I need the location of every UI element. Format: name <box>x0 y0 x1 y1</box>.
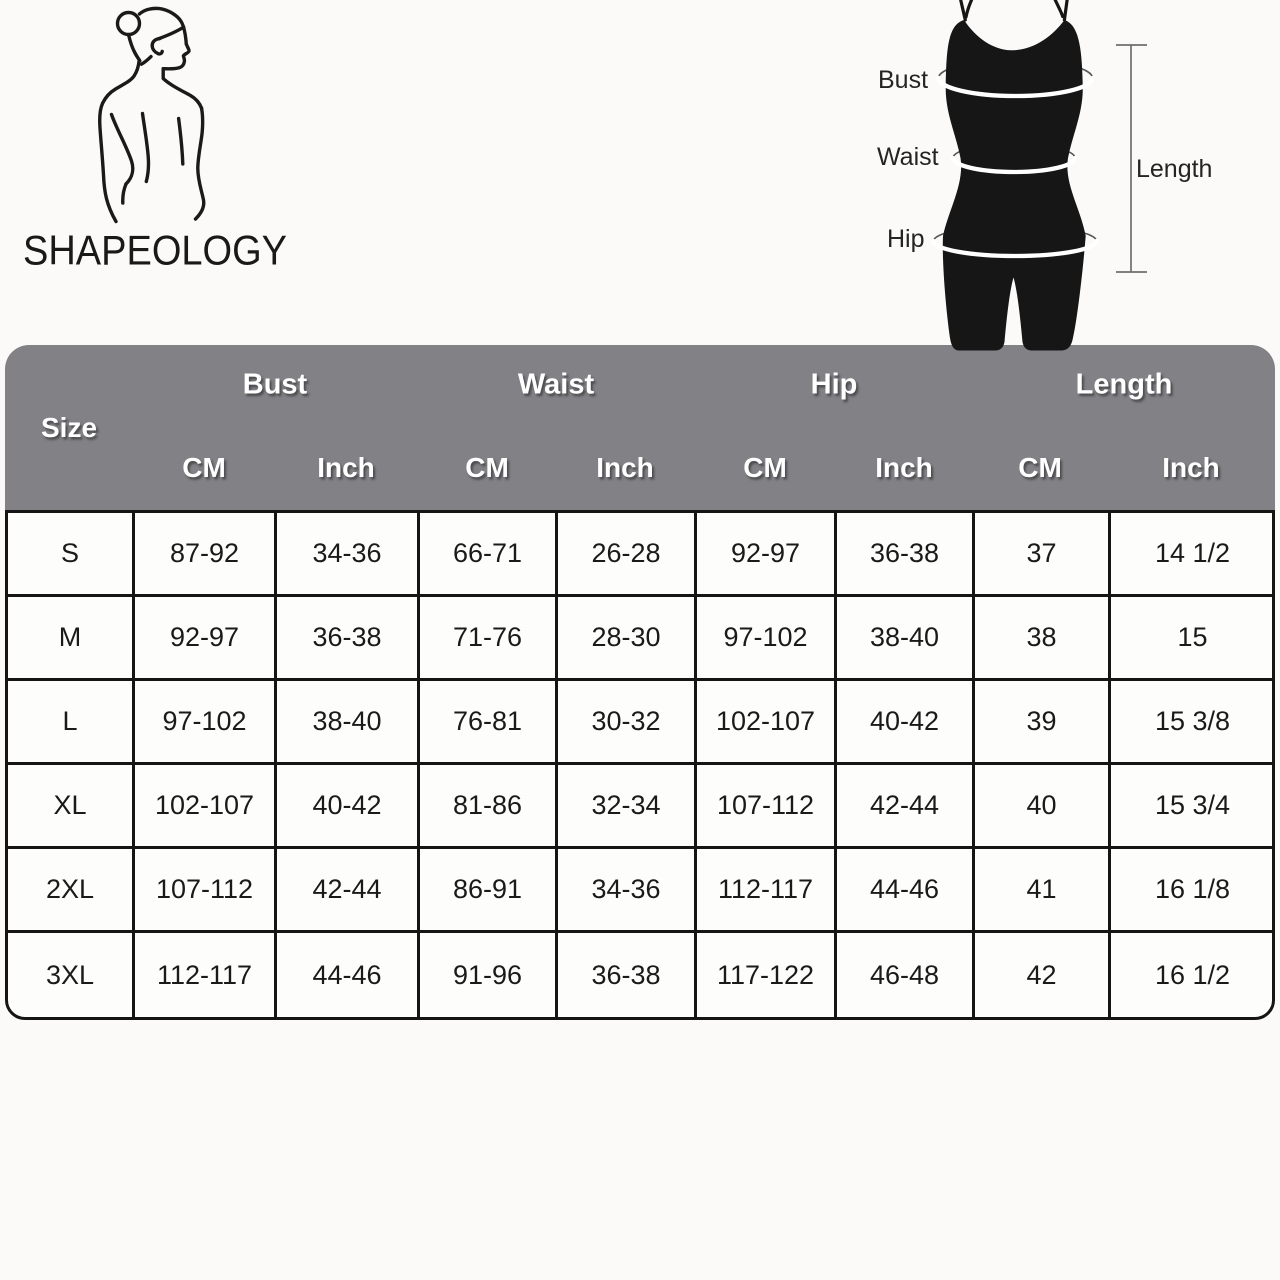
svg-text:Hip: Hip <box>887 225 925 253</box>
svg-text:Length: Length <box>1136 155 1212 183</box>
svg-text:Bust: Bust <box>878 66 928 94</box>
svg-text:Waist: Waist <box>877 143 939 171</box>
